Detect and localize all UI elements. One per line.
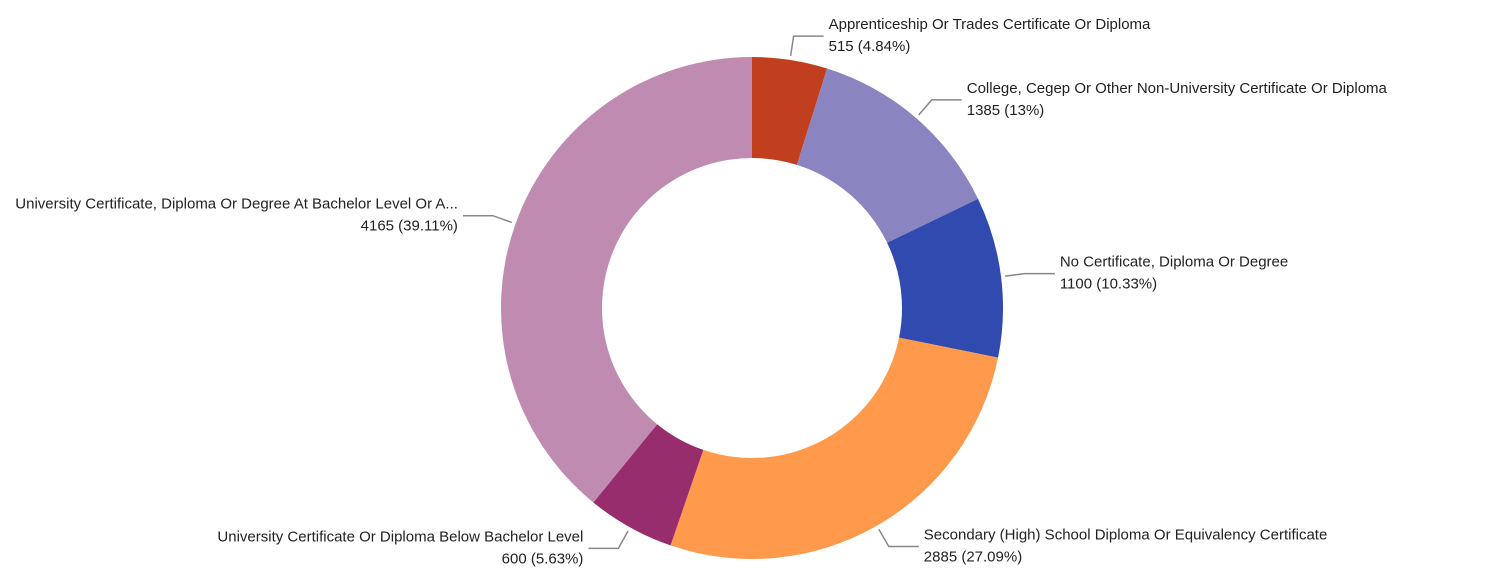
slice-label: No Certificate, Diploma Or Degree <box>1060 254 1288 271</box>
leader-line <box>1004 272 1055 277</box>
leader-line <box>462 214 513 224</box>
value-label: 515 (4.84%) <box>829 38 911 55</box>
donut-slice <box>887 198 1003 358</box>
leader-line <box>588 530 629 550</box>
leader-line <box>878 528 919 548</box>
value-label: 1385 (13%) <box>967 102 1045 119</box>
leader-line <box>918 99 962 116</box>
slice-label: College, Cegep Or Other Non-University C… <box>967 80 1388 97</box>
donut-slice <box>752 57 828 165</box>
value-label: 1100 (10.33%) <box>1060 276 1157 293</box>
slice-label: University Certificate, Diploma Or Degre… <box>15 196 458 213</box>
slice-label: Apprenticeship Or Trades Certificate Or … <box>829 16 1151 33</box>
donut-slice <box>593 424 704 546</box>
donut-slice <box>796 68 979 243</box>
donut-slice <box>670 337 999 559</box>
value-label: 600 (5.63%) <box>502 550 584 567</box>
value-label: 2885 (27.09%) <box>924 549 1022 566</box>
slice-label: Secondary (High) School Diploma Or Equiv… <box>924 527 1328 544</box>
value-label: 4165 (39.11%) <box>361 218 458 235</box>
donut-slice <box>501 57 752 503</box>
slice-label: University Certificate Or Diploma Below … <box>217 528 583 545</box>
leader-line <box>789 35 824 57</box>
